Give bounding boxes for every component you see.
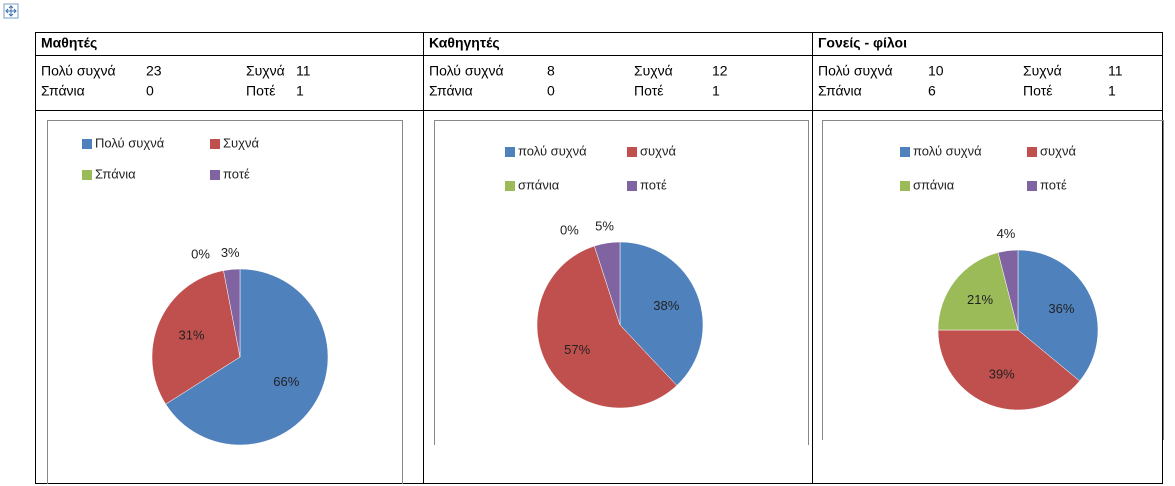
pie-slice [997, 249, 1019, 331]
count-label: Πολύ συχνά [818, 63, 893, 79]
legend-label: συχνά [640, 143, 676, 158]
data-label: 39% [989, 367, 1015, 382]
count-value: 11 [296, 63, 311, 79]
column-title: Καθηγητές [429, 35, 500, 51]
count-label: Συχνά [246, 63, 285, 79]
pie-slice [536, 245, 678, 409]
legend-label: ποτέ [223, 166, 250, 181]
table-border [35, 32, 1163, 484]
legend-label: Συχνά [223, 135, 259, 150]
count-label: Ποτέ [634, 83, 663, 99]
legend-swatch [210, 170, 220, 180]
pie-slice [937, 329, 1080, 411]
legend-label: Πολύ συχνά [95, 135, 165, 150]
count-label: Ποτέ [246, 83, 275, 99]
count-label: Πολύ συχνά [41, 63, 116, 79]
count-label: Συχνά [1023, 63, 1062, 79]
data-label: 66% [273, 374, 299, 389]
count-value: 23 [146, 63, 162, 79]
legend-swatch [82, 139, 92, 149]
legend-swatch [627, 147, 637, 157]
count-value: 0 [547, 83, 555, 99]
data-label: 36% [1048, 301, 1074, 316]
handle-arrows[interactable] [5, 5, 17, 17]
count-value: 1 [712, 83, 720, 99]
legend-label: σπάνια [518, 177, 560, 192]
legend-swatch [1027, 147, 1037, 157]
count-value: 6 [928, 83, 936, 99]
data-label: 4% [997, 226, 1016, 241]
count-value: 1 [296, 83, 304, 99]
legend-swatch [505, 147, 515, 157]
data-label: 31% [179, 327, 205, 342]
legend-swatch [210, 139, 220, 149]
count-value: 1 [1108, 83, 1116, 99]
count-label: Πολύ συχνά [429, 63, 504, 79]
legend-label: ποτέ [640, 177, 667, 192]
legend-label: Σπάνια [95, 166, 136, 181]
legend-swatch [627, 181, 637, 191]
count-value: 11 [1108, 63, 1123, 79]
count-value: 8 [547, 63, 555, 79]
count-label: Σπάνια [429, 83, 473, 99]
legend-swatch [1027, 181, 1037, 191]
count-label: Σπάνια [41, 83, 85, 99]
legend-label: σπάνια [913, 177, 955, 192]
pie-slice [223, 268, 241, 358]
move-handle[interactable] [3, 3, 19, 19]
legend-swatch [82, 170, 92, 180]
count-label: Συχνά [634, 63, 673, 79]
data-label: 38% [653, 298, 679, 313]
legend-label: πολύ συχνά [913, 143, 982, 158]
data-label: 21% [967, 292, 993, 307]
count-value: 12 [712, 63, 728, 79]
data-label: 5% [595, 219, 614, 234]
pie-slice [165, 268, 329, 446]
data-label: 0% [191, 246, 210, 261]
pie-slice [937, 252, 1019, 331]
legend-swatch [505, 181, 515, 191]
chart-frame [434, 120, 809, 445]
count-label: Σπάνια [818, 83, 862, 99]
legend-label: πολύ συχνά [518, 143, 587, 158]
pie-slice [151, 270, 241, 405]
legend-swatch [900, 147, 910, 157]
table-grid [35, 32, 1163, 484]
data-label: 57% [564, 342, 590, 357]
chart-frame [47, 120, 403, 484]
legend-label: ποτέ [1040, 177, 1067, 192]
legend-swatch [900, 181, 910, 191]
count-label: Ποτέ [1023, 83, 1052, 99]
column-title: Μαθητές [41, 35, 97, 51]
pie-slice [619, 241, 704, 386]
count-value: 10 [928, 63, 944, 79]
legend-label: συχνά [1040, 143, 1076, 158]
pie-slice [1017, 249, 1099, 382]
pie-slice [594, 241, 621, 326]
chart-frame [822, 120, 1164, 440]
column-title: Γονείς - φίλοι [818, 35, 907, 51]
data-label: 3% [221, 245, 240, 260]
count-value: 0 [146, 83, 154, 99]
data-label: 0% [560, 222, 579, 237]
